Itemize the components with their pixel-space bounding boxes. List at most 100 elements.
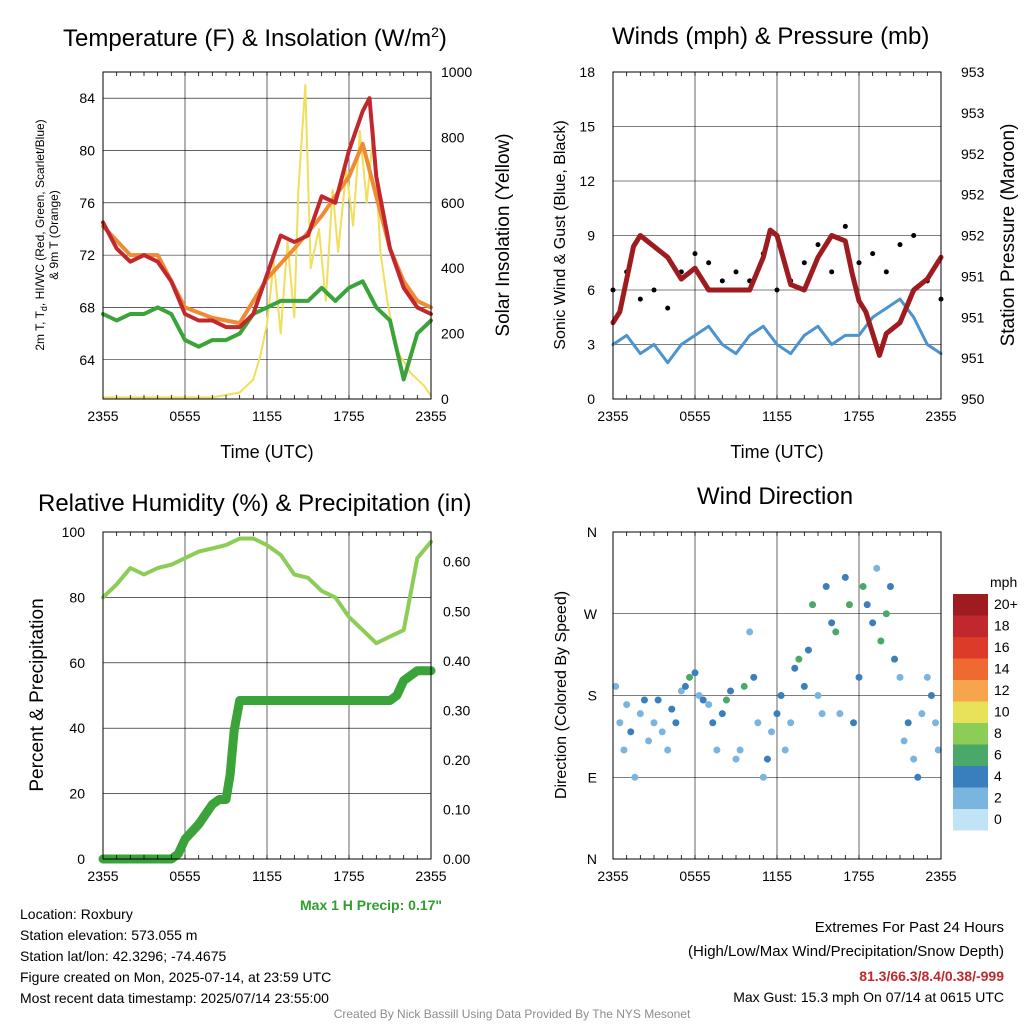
legend-label: 0: [994, 811, 1002, 827]
gust-point: [637, 296, 643, 302]
direction-point: [636, 710, 644, 718]
legend-label: 4: [994, 768, 1002, 784]
direction-point: [855, 673, 863, 681]
winds-ylabel-left: Sonic Wind & Gust (Blue, Black): [552, 120, 569, 349]
direction-point: [640, 696, 648, 704]
extremes-info: Extremes For Past 24 Hours (High/Low/Max…: [688, 916, 1004, 1006]
legend-swatch: [953, 787, 988, 809]
pressure-line: [610, 227, 944, 358]
winds-xlabel: Time (UTC): [730, 442, 823, 462]
wdir-xtick-label: 1755: [843, 868, 874, 884]
direction-point: [650, 719, 658, 727]
extremes-subtitle: (High/Low/Max Wind/Precipitation/Snow De…: [688, 943, 1004, 960]
winds-ytick-left: 18: [579, 64, 595, 80]
wdir-xtick-label: 2355: [597, 868, 628, 884]
direction-point: [882, 610, 890, 618]
direction-point: [873, 564, 881, 572]
extremes-values: 81.3/66.3/8.4/0.38/-999: [859, 968, 1004, 984]
winds-ytick-left: 9: [587, 228, 595, 244]
legend-label: 2: [994, 790, 1002, 806]
rh-xtick-label: 1155: [252, 868, 282, 884]
winds-ytick-right: 951: [961, 268, 985, 284]
direction-point: [620, 746, 628, 754]
latlon-text: Station lat/lon: 42.3296; -74.4675: [20, 948, 227, 964]
direction-point: [709, 719, 717, 727]
winds-panel-title: Winds (mph) & Pressure (mb): [612, 23, 930, 50]
temp-xtick-label: 1755: [333, 408, 364, 424]
direction-point: [686, 673, 694, 681]
wdir-ytick-label: S: [588, 688, 597, 704]
winds-ylabel-right: Station Pressure (Maroon): [998, 124, 1019, 347]
legend-swatch: [953, 809, 988, 831]
legend-swatch: [953, 637, 988, 659]
gust-point: [733, 269, 739, 275]
direction-point: [773, 710, 781, 718]
data-layer: [98, 84, 944, 864]
direction-point: [612, 682, 620, 690]
wdir-xtick-label: 1155: [762, 868, 792, 884]
legend-label: 16: [994, 639, 1010, 655]
temp-2m-line: [101, 96, 433, 330]
direction-point: [658, 728, 666, 736]
temp-ytick-left: 64: [79, 352, 95, 368]
rh-ytick-left: 20: [69, 786, 85, 802]
max-precip-label: Max 1 H Precip: 0.17": [300, 897, 443, 913]
legend-label: 6: [994, 747, 1002, 763]
temp-xlabel: Time (UTC): [220, 442, 313, 462]
direction-point: [804, 646, 812, 654]
wdir-ytick-label: N: [587, 524, 597, 540]
legend-label: 14: [994, 661, 1010, 677]
insolation-line: [102, 84, 432, 399]
location-text: Location: Roxbury: [20, 906, 133, 922]
legend-swatch: [953, 701, 988, 723]
winds-ytick-left: 6: [587, 282, 595, 298]
direction-point: [822, 583, 830, 590]
direction-point: [896, 673, 904, 681]
winds-ytick-left: 0: [587, 391, 595, 407]
gust-point: [911, 233, 917, 238]
max-gust-text: Max Gust: 15.3 mph On 07/14 at 0615 UTC: [733, 989, 1004, 1005]
direction-point: [927, 692, 935, 699]
wdir-xtick-label: 0555: [679, 868, 710, 884]
direction-point: [836, 710, 844, 718]
rh-ytick-right: 0.20: [443, 752, 470, 768]
direction-point: [695, 692, 703, 699]
gust-point: [692, 251, 698, 257]
winds-ytick-right: 952: [961, 187, 985, 203]
direction-point: [904, 719, 912, 727]
rh-ytick-left: 40: [69, 720, 85, 736]
temp-ytick-left: 76: [79, 195, 95, 211]
rh-ytick-left: 80: [69, 589, 85, 605]
direction-point: [740, 682, 748, 690]
direction-point: [850, 719, 858, 727]
temp-ytick-right: 0: [441, 391, 449, 407]
temp-ylabel-left-2: & 9m T (Orange): [47, 190, 61, 280]
rh-frame: [102, 531, 432, 860]
direction-point: [859, 583, 867, 590]
rh-ytick-right: 0.00: [443, 851, 470, 867]
temp-ytick-right: 1000: [441, 64, 472, 80]
rh-xtick-label: 2355: [415, 868, 446, 884]
direction-point: [668, 705, 676, 713]
direction-point: [664, 746, 672, 754]
temp-xtick-label: 1155: [252, 408, 282, 424]
recent-text: Most recent data timestamp: 2025/07/14 2…: [20, 990, 329, 1006]
temp-panel-title: Temperature (F) & Insolation (W/m2): [63, 24, 447, 52]
temp-ylabel-left: 2m T, Td, HI/WC (Red, Green, Scarlet/Blu…: [33, 119, 49, 350]
gust-point: [665, 305, 671, 311]
wdir-ytick-label: W: [584, 606, 598, 622]
temp-ytick-left: 68: [79, 299, 95, 315]
winds-ytick-right: 952: [961, 228, 985, 244]
direction-point: [763, 755, 771, 763]
direction-point: [754, 719, 762, 727]
direction-point: [631, 773, 639, 781]
temp-ytick-left: 80: [79, 142, 95, 158]
direction-point: [732, 755, 740, 763]
direction-point: [818, 710, 826, 718]
temp-ytick-right: 400: [441, 260, 465, 276]
direction-point: [736, 746, 744, 754]
rh-xtick-label: 2355: [87, 868, 118, 884]
winds-xtick-label: 1755: [843, 408, 874, 424]
wdir-xtick-label: 2355: [925, 868, 956, 884]
temp-ytick-left: 72: [79, 247, 95, 263]
